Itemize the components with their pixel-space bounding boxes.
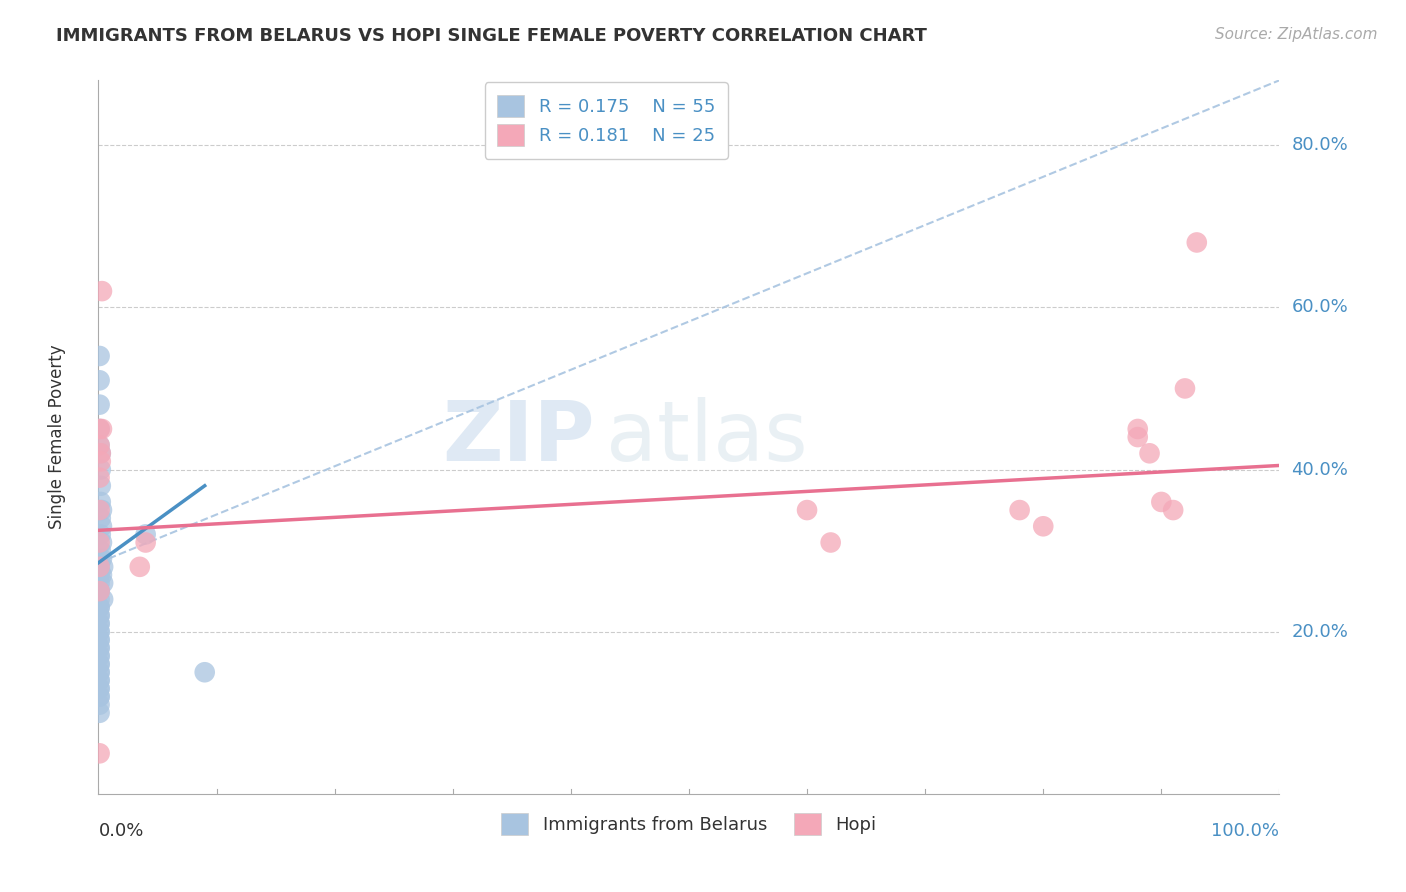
Text: 40.0%: 40.0% [1291,460,1348,478]
Point [89,584,111,599]
Point [89,470,111,484]
Point [90,446,112,460]
Point [1174,381,1197,395]
Point [89,632,111,647]
Point [89,681,111,696]
Point [89,608,111,623]
Point [89,648,111,663]
Point [89,648,111,663]
Point [1032,519,1054,533]
Point [91,422,114,436]
Point [89,632,111,647]
Point [89,535,111,549]
Point [90,543,112,558]
Text: 60.0%: 60.0% [1291,298,1348,317]
Text: ZIP: ZIP [441,397,595,477]
Point [89,747,111,761]
Point [1126,430,1149,444]
Point [89,438,111,452]
Point [89,624,111,639]
Point [1161,503,1184,517]
Point [820,535,842,549]
Point [90,527,112,541]
Point [90,511,112,525]
Text: IMMIGRANTS FROM BELARUS VS HOPI SINGLE FEMALE POVERTY CORRELATION CHART: IMMIGRANTS FROM BELARUS VS HOPI SINGLE F… [56,27,927,45]
Point [89,600,111,615]
Point [1150,495,1173,509]
Text: 80.0%: 80.0% [1291,136,1348,154]
Text: 100.0%: 100.0% [1212,822,1279,840]
Point [135,535,157,549]
Point [89,584,111,599]
Point [89,349,111,363]
Point [90,479,112,493]
Point [91,503,114,517]
Point [89,422,111,436]
Point [91,551,114,566]
Point [89,624,111,639]
Text: atlas: atlas [606,397,808,477]
Point [90,495,112,509]
Point [89,698,111,712]
Text: Source: ZipAtlas.com: Source: ZipAtlas.com [1215,27,1378,42]
Point [1185,235,1208,250]
Point [89,681,111,696]
Point [1126,422,1149,436]
Point [91,535,114,549]
Point [89,673,111,688]
Point [128,559,150,574]
Point [91,592,114,607]
Point [89,657,111,672]
Point [89,438,111,452]
Point [796,503,818,517]
Point [91,576,114,591]
Legend: Immigrants from Belarus, Hopi: Immigrants from Belarus, Hopi [494,805,884,842]
Point [89,568,111,582]
Point [89,398,111,412]
Point [89,690,111,704]
Point [89,576,111,591]
Point [89,503,111,517]
Point [194,665,217,680]
Point [135,527,157,541]
Point [89,673,111,688]
Point [89,559,111,574]
Point [89,422,111,436]
Point [91,568,114,582]
Point [89,616,111,631]
Point [89,608,111,623]
Text: Single Female Poverty: Single Female Poverty [48,345,66,529]
Point [91,519,114,533]
Point [89,640,111,655]
Point [89,657,111,672]
Point [89,690,111,704]
Point [89,665,111,680]
Point [89,616,111,631]
Text: 20.0%: 20.0% [1291,623,1348,640]
Point [90,446,112,460]
Point [90,462,112,476]
Point [89,551,111,566]
Point [89,584,111,599]
Text: 0.0%: 0.0% [98,822,143,840]
Point [89,665,111,680]
Point [91,284,114,298]
Point [1139,446,1161,460]
Point [90,454,112,468]
Point [89,640,111,655]
Point [91,559,114,574]
Point [89,706,111,720]
Point [89,592,111,607]
Point [1008,503,1031,517]
Point [89,373,111,387]
Point [89,600,111,615]
Point [89,559,111,574]
